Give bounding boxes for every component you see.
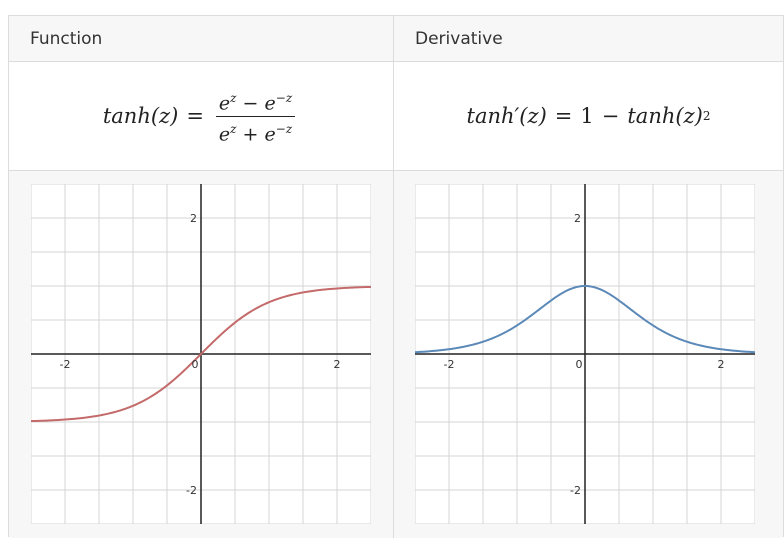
tick-label-x-pos: 2 xyxy=(718,358,725,371)
header-function: Function xyxy=(9,16,394,62)
dtanh-chart: -2 0 2 2 -2 xyxy=(415,184,755,524)
header-derivative: Derivative xyxy=(394,16,783,62)
derivative-plot-cell: -2 0 2 2 -2 xyxy=(394,171,783,538)
fraction-bar xyxy=(215,115,296,117)
tick-label-y-pos: 2 xyxy=(574,212,581,225)
tanh-chart: -2 0 2 2 -2 xyxy=(31,184,371,524)
equals-sign: = xyxy=(186,104,204,128)
num-e1: e xyxy=(218,92,231,115)
den-exp1: z xyxy=(230,121,237,136)
num-exp2: −z xyxy=(275,91,293,106)
tanh-fraction: ez − e−z ez + e−z xyxy=(215,86,296,146)
tick-label-y-neg: -2 xyxy=(570,484,581,497)
denominator: ez + e−z xyxy=(216,117,295,146)
den-exp2: −z xyxy=(275,121,293,136)
tick-label-y-pos: 2 xyxy=(190,212,197,225)
den-e1: e xyxy=(218,122,231,145)
tick-label-x-neg: -2 xyxy=(444,358,455,371)
tick-label-x-zero: 0 xyxy=(192,358,199,371)
derivative-formula-cell: tanh′(z) = 1 − tanh(z) 2 xyxy=(394,62,783,171)
header-derivative-label: Derivative xyxy=(415,29,503,49)
num-e2: e xyxy=(264,92,276,115)
num-operator: − xyxy=(242,92,259,115)
tick-label-x-pos: 2 xyxy=(334,358,341,371)
tick-label-x-zero: 0 xyxy=(576,358,583,371)
tick-label-x-neg: -2 xyxy=(60,358,71,371)
square-exponent: 2 xyxy=(702,109,711,123)
one: 1 xyxy=(580,104,594,128)
tanh-formula: tanh(z) = ez − e−z ez + e−z xyxy=(9,62,393,170)
dtanh-formula: tanh′(z) = 1 − tanh(z) 2 xyxy=(394,62,783,170)
header-function-label: Function xyxy=(30,29,103,49)
dtanh-rhs: tanh(z) xyxy=(627,104,703,128)
function-plot-cell: -2 0 2 2 -2 xyxy=(9,171,394,538)
tanh-lhs: tanh(z) xyxy=(102,104,179,128)
num-exp1: z xyxy=(230,91,237,106)
tick-label-y-neg: -2 xyxy=(186,484,197,497)
equals-sign: = xyxy=(554,104,573,128)
activation-table: Function Derivative tanh(z) = ez − e−z e… xyxy=(8,15,784,538)
den-operator: + xyxy=(242,122,259,145)
dtanh-lhs: tanh′(z) xyxy=(466,104,547,128)
dtanh-curve xyxy=(415,284,755,354)
minus-sign: − xyxy=(601,104,620,128)
numerator: ez − e−z xyxy=(216,86,295,115)
tanh-curve xyxy=(31,285,371,423)
den-e2: e xyxy=(264,122,276,145)
function-formula-cell: tanh(z) = ez − e−z ez + e−z xyxy=(9,62,394,171)
